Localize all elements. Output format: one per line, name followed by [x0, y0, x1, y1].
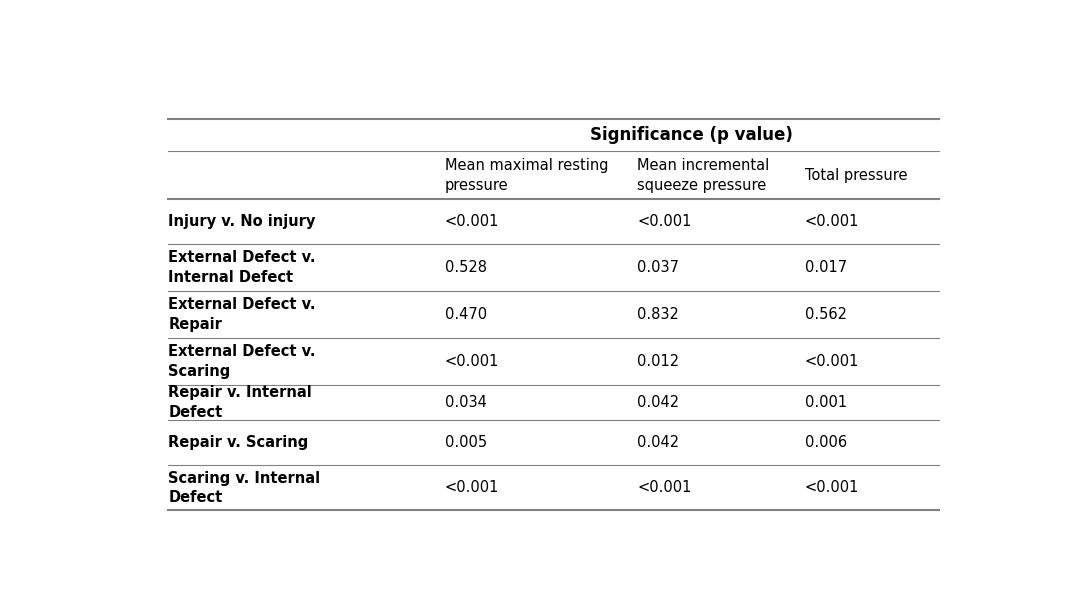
Text: <0.001: <0.001: [637, 480, 691, 495]
Text: Injury v. No injury: Injury v. No injury: [168, 214, 315, 229]
Text: 0.832: 0.832: [637, 307, 679, 322]
Text: Repair v. Internal
Defect: Repair v. Internal Defect: [168, 385, 312, 420]
Text: <0.001: <0.001: [445, 214, 499, 229]
Text: <0.001: <0.001: [445, 355, 499, 369]
Text: 0.470: 0.470: [445, 307, 487, 322]
Text: Repair v. Scaring: Repair v. Scaring: [168, 436, 309, 451]
Text: 0.042: 0.042: [637, 396, 679, 410]
Text: Total pressure: Total pressure: [805, 168, 907, 183]
Text: 0.006: 0.006: [805, 436, 847, 451]
Text: 0.042: 0.042: [637, 436, 679, 451]
Text: 0.528: 0.528: [445, 260, 487, 275]
Text: 0.034: 0.034: [445, 396, 487, 410]
Text: Mean maximal resting
pressure: Mean maximal resting pressure: [445, 158, 608, 193]
Text: <0.001: <0.001: [805, 480, 859, 495]
Text: External Defect v.
Internal Defect: External Defect v. Internal Defect: [168, 250, 316, 286]
Text: Mean incremental
squeeze pressure: Mean incremental squeeze pressure: [637, 158, 769, 193]
Text: 0.562: 0.562: [805, 307, 847, 322]
Text: Scaring v. Internal
Defect: Scaring v. Internal Defect: [168, 471, 321, 505]
Text: <0.001: <0.001: [637, 214, 691, 229]
Text: <0.001: <0.001: [805, 214, 859, 229]
Text: External Defect v.
Repair: External Defect v. Repair: [168, 298, 316, 332]
Text: 0.001: 0.001: [805, 396, 847, 410]
Text: 0.005: 0.005: [445, 436, 487, 451]
Text: 0.017: 0.017: [805, 260, 847, 275]
Text: Significance (p value): Significance (p value): [590, 126, 793, 144]
Text: <0.001: <0.001: [445, 480, 499, 495]
Text: <0.001: <0.001: [805, 355, 859, 369]
Text: 0.037: 0.037: [637, 260, 679, 275]
Text: 0.012: 0.012: [637, 355, 679, 369]
Text: External Defect v.
Scaring: External Defect v. Scaring: [168, 344, 316, 379]
